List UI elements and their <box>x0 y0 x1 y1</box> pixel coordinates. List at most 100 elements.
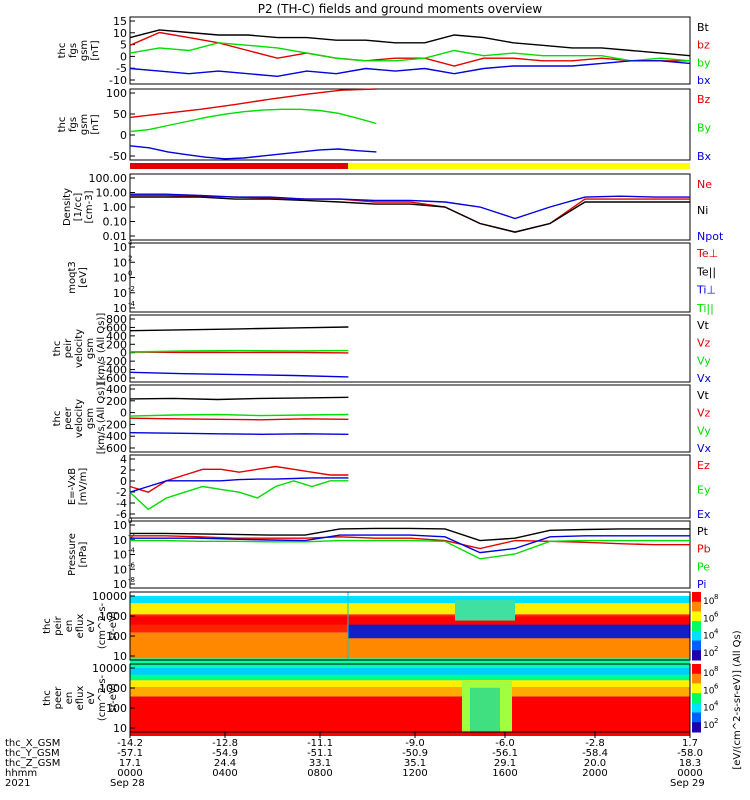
y-axis-label: peir <box>63 338 74 358</box>
y-axis-label: peir <box>53 615 64 635</box>
y-tick-label: 10 <box>113 578 127 591</box>
x-tick-value: -58.0 <box>677 748 703 759</box>
series-By <box>129 108 377 133</box>
series-Vz <box>129 351 349 354</box>
spectrogram-band-2 <box>130 603 690 615</box>
y-tick-label: 10000 <box>92 662 127 675</box>
x-date-end: Sep 29 <box>670 778 705 789</box>
x-row-label: thc_Z_GSM <box>5 758 60 769</box>
legend-Bz: Bz <box>697 93 711 106</box>
y-axis-label: gsm <box>79 114 90 135</box>
series-Pi <box>130 534 690 554</box>
colorbar-segment <box>692 702 701 714</box>
legend-Pi: Pi <box>697 578 706 591</box>
x-tick-value: 0800 <box>307 768 332 779</box>
y-tick-label: -400 <box>102 430 127 443</box>
y-tick-exponent: -4 <box>128 300 136 308</box>
y-tick-label: 800 <box>106 313 127 326</box>
y-axis-label: gsm <box>85 408 96 429</box>
colorbar-label: [eV/(cm^2-s-sr-eV)] (All Qs) <box>732 630 743 769</box>
colorbar-tick: 10 <box>703 649 715 659</box>
colorbar-segment <box>692 693 701 704</box>
series-Vz <box>129 417 349 421</box>
y-axis-label: velocity <box>74 329 85 368</box>
y-axis-label: en <box>64 620 75 633</box>
panel-3: 100.00 10.001.00 0.100.01 Density [1/cc] [cm-… <box>62 172 724 243</box>
y-axis-label: E=-VxB <box>67 468 78 505</box>
x-tick-value: 1600 <box>492 768 517 779</box>
y-axis-label: velocity <box>74 399 85 438</box>
x-row-label: hhmm <box>5 768 37 779</box>
colorbar-segment <box>692 592 701 603</box>
x-tick-value: 33.1 <box>309 758 331 769</box>
legend-Bt: Bt <box>697 21 710 34</box>
series-Ey <box>129 480 349 511</box>
y-axis-label: thc <box>57 117 68 133</box>
y-axis-label: [cm-3] <box>84 190 95 223</box>
y-tick-label: 2 <box>120 464 127 477</box>
spectrogram-low-band <box>348 624 690 639</box>
y-axis-label: (cm^2-s- <box>97 674 108 721</box>
y-tick-label: 10 <box>113 272 127 285</box>
x-tick-value: -11.1 <box>307 738 333 749</box>
y-axis-label: eflux <box>75 614 86 639</box>
legend-by: by <box>697 56 711 69</box>
spectrogram-core-band <box>130 616 690 625</box>
y-tick-label: 0.01 <box>103 230 128 243</box>
panel-frame <box>129 242 691 313</box>
y-axis-label: sr-eV) <box>108 683 119 712</box>
y-tick-label: -5 <box>116 62 127 75</box>
y-tick-exponent: -8 <box>128 576 135 584</box>
y-axis-label: [mV/m] <box>78 468 89 506</box>
series-by <box>129 42 691 62</box>
panel-frame <box>129 591 691 661</box>
colorbar-exponent: 2 <box>714 645 718 653</box>
mode-bar-red <box>130 163 348 169</box>
x-tick-value: 20.0 <box>584 758 606 769</box>
legend-Ni: Ni <box>697 204 708 217</box>
legend-Ez: Ez <box>697 459 710 472</box>
y-tick-label: 100.00 <box>89 172 128 185</box>
y-tick-exponent: -2 <box>128 285 135 293</box>
colorbar-segment <box>692 722 701 733</box>
legend-Te⊥: Te⊥ <box>696 247 718 260</box>
colorbar-tick: 10 <box>703 614 715 624</box>
x-tick-value: 29.1 <box>494 758 516 769</box>
x-tick-value: -9.0 <box>405 738 425 749</box>
y-tick-label: -50 <box>109 150 127 163</box>
figure-title: P2 (TH-C) fields and ground moments over… <box>258 2 543 16</box>
spectrogram-dip <box>455 600 515 621</box>
y-axis-label: (cm^2-s- <box>97 602 108 649</box>
panel-frame <box>129 663 691 733</box>
y-axis-label: eV <box>86 619 97 632</box>
y-tick-label: 100 <box>106 87 127 100</box>
legend-Bx: Bx <box>697 150 712 163</box>
series-Pb <box>130 535 690 550</box>
x-tick-value: 35.1 <box>404 758 426 769</box>
y-tick-label: 5 <box>120 39 127 52</box>
y-tick-label: 1.00 <box>103 201 128 214</box>
y-tick-label: 10 <box>113 302 127 315</box>
legend-bz: bz <box>697 39 710 52</box>
x-tick-value: 18.3 <box>679 758 701 769</box>
x-tick-value: 17.1 <box>119 758 141 769</box>
x-tick-value: 0000 <box>117 768 142 779</box>
y-axis-label: [nT] <box>90 114 101 134</box>
y-axis-label: gsm <box>79 40 90 61</box>
legend-Te||: Te|| <box>696 265 716 278</box>
colorbar-tick: 10 <box>703 669 715 679</box>
legend-Vt: Vt <box>697 389 710 402</box>
spectrogram-band-2 <box>130 674 690 681</box>
y-tick-label: 200 <box>106 338 127 351</box>
x-tick-value: -51.1 <box>307 748 333 759</box>
y-axis-label: [eV] <box>78 267 89 288</box>
y-tick-label: -10 <box>109 74 127 87</box>
y-axis-label: Pressure <box>67 533 78 576</box>
y-tick-label: 400 <box>106 330 127 343</box>
x-tick-value: 1200 <box>402 768 427 779</box>
y-tick-exponent: -6 <box>128 561 136 569</box>
y-tick-label: -400 <box>102 364 127 377</box>
